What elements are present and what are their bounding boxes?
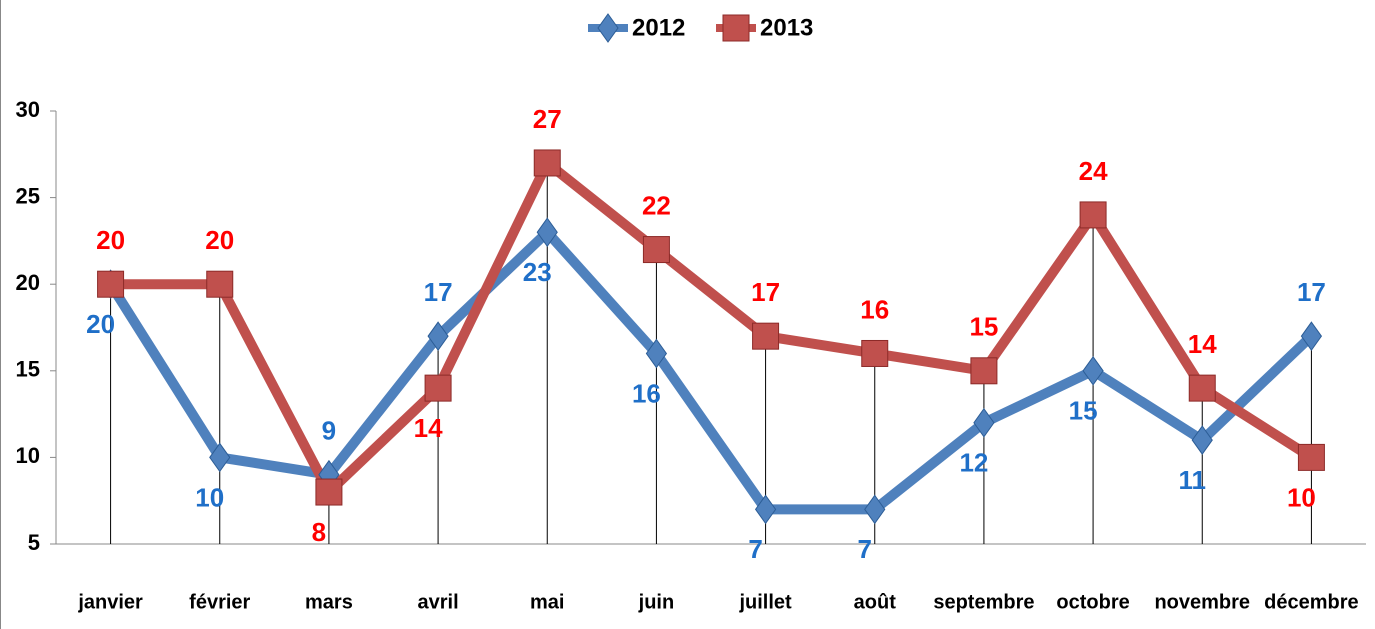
x-tick-label: octobre: [1056, 591, 1129, 613]
marker: [206, 270, 234, 298]
data-label: 15: [969, 312, 998, 342]
x-tick-label: avril: [418, 591, 459, 613]
data-label: 15: [1069, 396, 1098, 426]
marker: [1079, 201, 1107, 229]
data-label: 22: [642, 190, 671, 220]
marker: [1297, 443, 1325, 471]
marker: [315, 478, 343, 506]
x-tick-label: août: [854, 591, 897, 613]
x-tick-label: juin: [638, 591, 675, 613]
marker: [536, 217, 558, 248]
x-tick-label: janvier: [77, 591, 143, 613]
data-label: 14: [1188, 329, 1217, 359]
x-tick-label: novembre: [1154, 591, 1250, 613]
marker: [533, 149, 561, 177]
x-tick-label: mai: [530, 591, 564, 613]
x-tick-label: décembre: [1264, 591, 1359, 613]
y-tick-label: 30: [16, 97, 40, 122]
marker: [642, 236, 670, 264]
legend-label: 2013: [760, 14, 813, 41]
data-label: 7: [858, 534, 872, 564]
marker: [209, 442, 231, 473]
marker: [754, 494, 777, 525]
y-tick-label: 20: [16, 270, 40, 295]
marker: [97, 270, 125, 298]
marker: [645, 338, 668, 369]
data-label: 8: [312, 517, 326, 547]
x-tick-label: février: [189, 591, 250, 613]
marker: [722, 14, 750, 42]
series-line: [106, 227, 1315, 515]
marker: [864, 494, 886, 525]
data-label: 12: [959, 448, 988, 478]
y-tick-label: 15: [16, 357, 40, 382]
legend-label: 2012: [632, 14, 685, 41]
y-tick-label: 5: [28, 530, 40, 555]
data-label: 7: [748, 534, 762, 564]
data-label: 10: [1287, 482, 1316, 512]
data-label: 16: [860, 294, 889, 324]
x-tick-label: mars: [305, 591, 353, 613]
data-label: 17: [1297, 277, 1326, 307]
data-label: 20: [86, 309, 115, 339]
data-label: 16: [632, 378, 661, 408]
data-label: 17: [751, 277, 780, 307]
data-label: 11: [1179, 465, 1207, 495]
y-tick-label: 25: [16, 183, 40, 208]
data-label: 20: [205, 225, 234, 255]
data-label: 10: [195, 482, 224, 512]
series-line: [110, 157, 1315, 498]
data-label: 24: [1079, 156, 1108, 186]
marker: [752, 322, 780, 350]
marker: [1300, 321, 1323, 352]
x-tick-label: septembre: [933, 591, 1034, 613]
marker: [1191, 425, 1213, 455]
marker: [861, 339, 889, 367]
marker: [973, 407, 995, 438]
data-label: 23: [523, 257, 552, 287]
marker: [424, 374, 452, 402]
data-label: 14: [414, 413, 443, 443]
marker: [597, 13, 619, 43]
data-label: 20: [96, 225, 125, 255]
data-label: 27: [533, 104, 562, 134]
marker: [970, 357, 998, 385]
data-label: 17: [424, 277, 453, 307]
x-tick-label: juillet: [738, 591, 792, 613]
data-label: 9: [322, 416, 336, 446]
y-tick-label: 10: [16, 443, 40, 468]
marker: [1188, 374, 1216, 402]
marker: [1082, 355, 1104, 386]
marker: [427, 321, 449, 352]
